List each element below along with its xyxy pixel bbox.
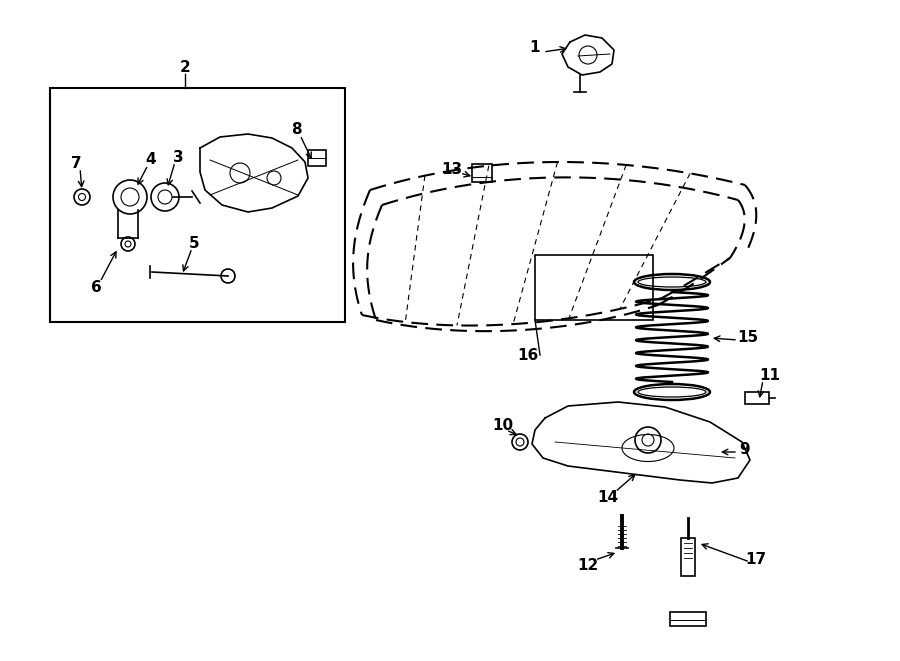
Text: 13: 13: [441, 163, 463, 178]
Text: 8: 8: [291, 122, 302, 137]
Bar: [308, 150, 326, 166]
Text: 5: 5: [189, 237, 199, 251]
Text: 3: 3: [173, 151, 184, 165]
Text: 16: 16: [518, 348, 538, 362]
Text: 10: 10: [492, 418, 514, 434]
Text: 11: 11: [760, 368, 780, 383]
Bar: [745, 392, 769, 404]
Text: 12: 12: [578, 557, 599, 572]
Text: 7: 7: [71, 155, 81, 171]
Text: 1: 1: [530, 40, 540, 56]
Text: 2: 2: [180, 61, 191, 75]
Bar: [472, 164, 492, 182]
Text: 4: 4: [146, 153, 157, 167]
Bar: [670, 612, 706, 626]
Text: 15: 15: [737, 329, 759, 344]
Text: 14: 14: [598, 490, 618, 504]
Text: 17: 17: [745, 553, 767, 568]
Text: 6: 6: [91, 280, 102, 295]
Bar: [535, 255, 653, 320]
Bar: [50, 88, 345, 322]
Bar: [681, 538, 695, 576]
Text: 9: 9: [740, 442, 751, 457]
